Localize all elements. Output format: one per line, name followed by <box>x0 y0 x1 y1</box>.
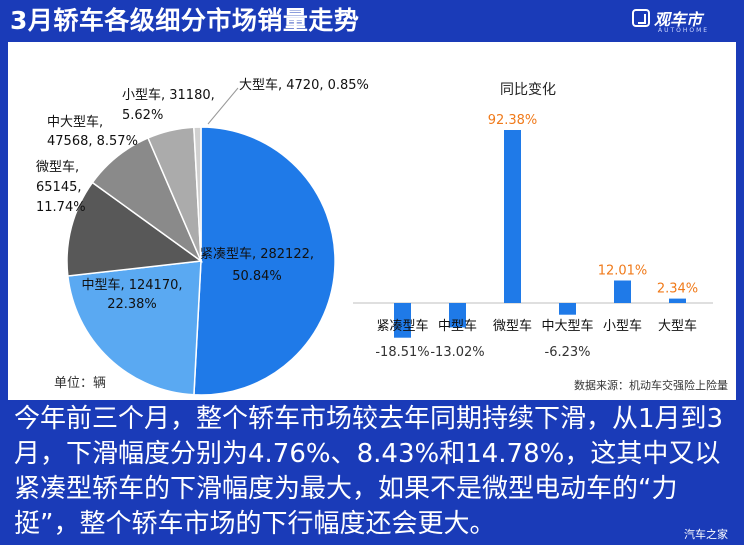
bar-category-label-3: 中大型车 <box>541 318 593 334</box>
bar-5 <box>669 298 686 303</box>
bar-2 <box>504 130 521 303</box>
bar-value-label-2: 92.38% <box>488 113 538 128</box>
bar-0 <box>394 303 411 338</box>
brand-logo-icon <box>632 9 650 27</box>
watermark: 汽车之家 <box>684 528 728 541</box>
pie-label-2: 微型车, 65145, 11.74% <box>36 159 86 215</box>
pie-slice-5 <box>193 126 202 262</box>
pie-labels: 紧凑型车, 282122, 50.84% 中型车, 124170, 22.38% 微型车… <box>36 77 369 312</box>
bar-value-label-0: -18.51% <box>375 345 429 360</box>
bar-value-label-5: 2.34% <box>657 282 698 297</box>
pie-label-0: 紧凑型车, 282122, 50.84% <box>200 246 314 284</box>
frame-right <box>736 42 744 400</box>
bar-1 <box>449 303 466 328</box>
bar-category-label-4: 小型车 <box>603 318 642 334</box>
chart-canvas: 紧凑型车, 282122, 50.84% 中型车, 124170, 22.38% 微型车… <box>36 77 728 396</box>
chart-panel: 紧凑型车, 282122, 50.84% 中型车, 124170, 22.38% 微型车… <box>8 44 736 400</box>
pie-slice-0 <box>193 126 336 396</box>
pie-slice-2 <box>66 181 204 277</box>
unit-label: 单位：辆 <box>54 376 106 391</box>
page-title: 3月轿车各级细分市场销量走势 <box>10 6 360 35</box>
bar-value-label-4: 12.01% <box>598 264 648 279</box>
brand: 观车市 AUTOHOME <box>632 6 738 38</box>
bar-chart-title: 同比变化 <box>500 82 556 98</box>
brand-name: 观车市 <box>654 10 703 29</box>
brand-subtitle: AUTOHOME <box>658 27 710 34</box>
bar-category-label-5: 大型车 <box>658 318 697 334</box>
pie-slice-1 <box>67 260 202 396</box>
summary-text: 今年前三个月，整个轿车市场较去年同期持续下滑，从1月到3月，下滑幅度分别为4.7… <box>14 404 724 539</box>
bar-4 <box>614 280 631 303</box>
summary-panel: 今年前三个月，整个轿车市场较去年同期持续下滑，从1月到3月，下滑幅度分别为4.7… <box>0 400 744 545</box>
pie-chart <box>66 126 336 396</box>
pie-label-4: 小型车, 31180, 5.62% <box>122 87 215 123</box>
source-note: 数据来源：机动车交强险上险量 <box>574 378 728 392</box>
bar-value-label-1: -13.02% <box>430 345 484 360</box>
pie-label-5: 大型车, 4720, 0.85% <box>239 77 369 93</box>
frame-left <box>0 42 8 400</box>
bar-category-label-1: 中型车 <box>438 318 477 334</box>
bar-3 <box>559 303 576 315</box>
bar-category-label-0: 紧凑型车 <box>376 318 428 334</box>
pie-leader-line <box>207 87 239 125</box>
header-bar: 3月轿车各级细分市场销量走势 观车市 AUTOHOME <box>0 0 744 42</box>
pie-label-1: 中型车, 124170, 22.38% <box>81 277 182 312</box>
bar-category-label-2: 微型车 <box>493 318 532 334</box>
pie-label-3: 中大型车, 47568, 8.57% <box>47 114 138 149</box>
bar-value-label-3: -6.23% <box>545 345 591 360</box>
